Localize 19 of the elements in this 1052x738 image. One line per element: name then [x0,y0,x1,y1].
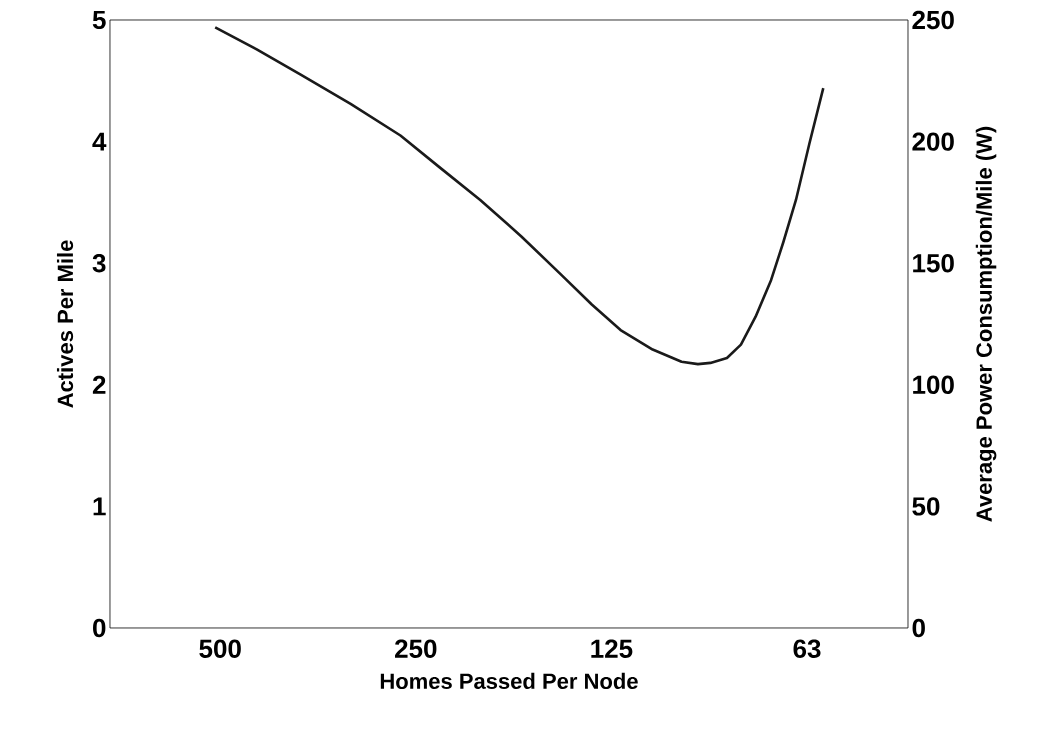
y2-tick-label: 100 [913,375,954,394]
x-axis-title: Homes Passed Per Node [380,672,638,689]
y2-axis-title: Average Power Consumption/Mile (W) [975,126,997,522]
x-tick-label: 250 [395,639,437,658]
y-tick-label: 5 [92,10,106,30]
y2-tick-label: 150 [913,253,954,273]
y-tick-label: 3 [92,253,106,273]
y-tick-label: 0 [93,618,106,638]
y2-tick-label: 0 [912,618,925,638]
y-axis-title: Actives Per Mile [56,240,74,408]
x-tick-label: 125 [591,639,633,658]
y-tick-label: 2 [92,375,106,394]
y-tick-label: 1 [93,497,106,516]
y2-tick-label: 200 [912,132,954,151]
y-tick-label: 4 [92,132,107,151]
y2-tick-label: 50 [912,497,940,516]
x-tick-label: 63 [793,639,821,658]
x-tick-label: 500 [199,639,241,658]
y2-tick-label: 250 [912,10,954,30]
